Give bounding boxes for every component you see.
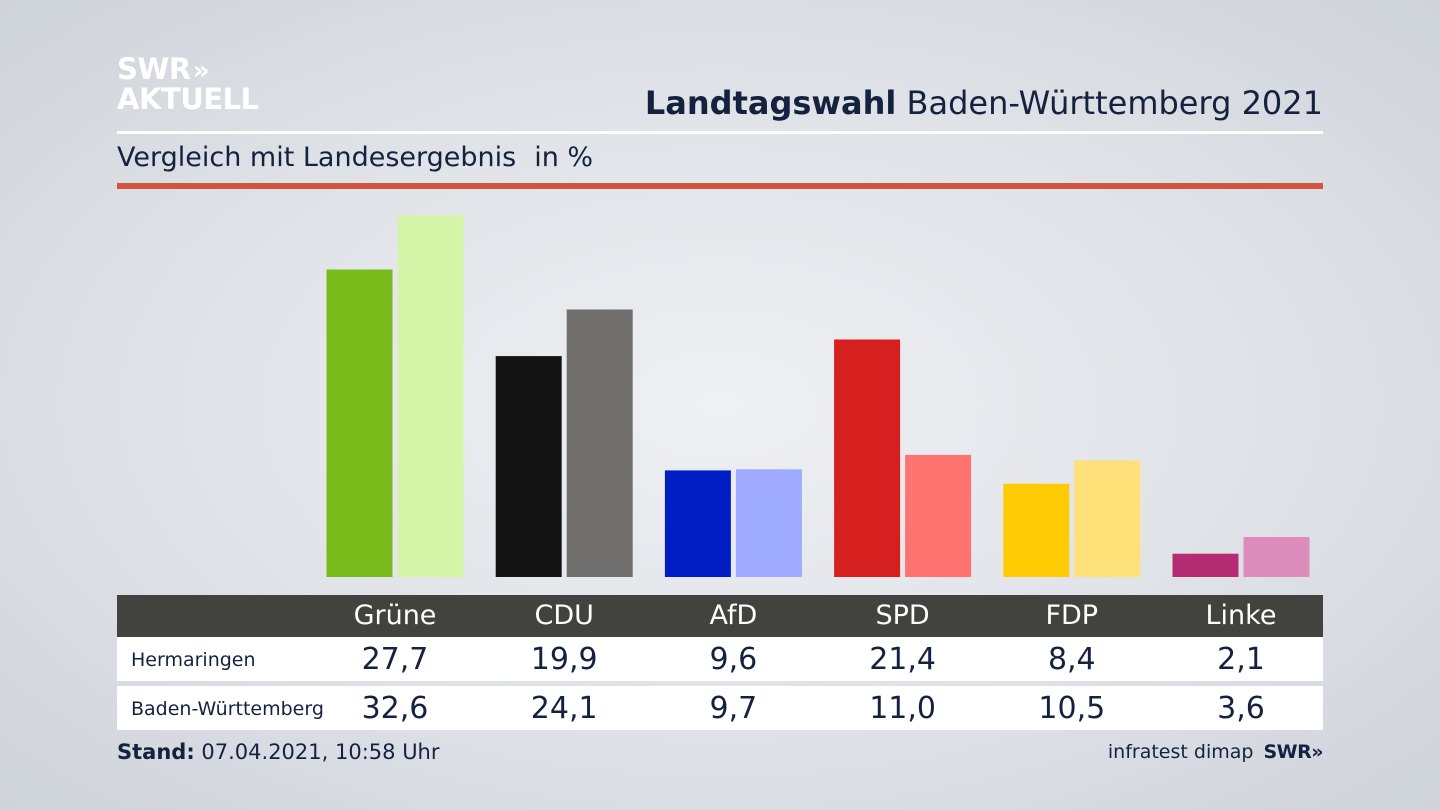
source-text: infratest dimap	[1107, 741, 1254, 763]
unit-label: in %	[534, 142, 594, 173]
table-header-row: Grüne CDU AfD SPD FDP Linke	[117, 595, 1323, 637]
value-linke-hermaringen: 2,1	[1217, 642, 1265, 677]
brand-text: SWR	[1263, 741, 1312, 763]
column-header-spd: SPD	[875, 600, 930, 631]
value-gruene-baden-wuerttemberg: 32,6	[361, 691, 429, 726]
value-cdu-baden-wuerttemberg: 24,1	[530, 691, 598, 726]
logo-aktuell-text: AKTUELL	[117, 82, 259, 116]
chart-subtitle: Vergleich mit Landesergebnis in %	[117, 142, 593, 173]
bar-fdp-hermaringen	[1003, 483, 1070, 577]
title-rest: Baden-Württemberg 2021	[906, 84, 1324, 122]
table-row-baden-wuerttemberg: Baden-Württemberg 32,6 24,1 9,7 11,0 10,5 3,6	[117, 686, 1323, 730]
column-header-fdp: FDP	[1045, 600, 1099, 631]
column-header-gruene: Grüne	[353, 600, 437, 631]
swr-aktuell-logo: SWR» AKTUELL	[117, 54, 259, 114]
header-divider	[117, 131, 1323, 134]
value-fdp-baden-wuerttemberg: 10,5	[1038, 691, 1106, 726]
source-credit: infratest dimap SWR»	[1107, 741, 1324, 763]
bar-afd-baden-wuerttemberg	[735, 469, 802, 577]
table-row-hermaringen: Hermaringen 27,7 19,9 9,6 21,4 8,4 2,1	[117, 637, 1323, 681]
results-table: Grüne CDU AfD SPD FDP Linke Hermaringen 27,7 1…	[117, 595, 1323, 730]
stand-label: Stand:	[117, 740, 195, 764]
value-afd-hermaringen: 9,6	[709, 642, 758, 677]
value-afd-baden-wuerttemberg: 9,7	[709, 691, 758, 726]
accent-divider	[117, 183, 1323, 189]
title-bold: Landtagswahl	[644, 84, 897, 122]
column-header-linke: Linke	[1205, 600, 1277, 631]
bar-linke-baden-wuerttemberg	[1243, 537, 1310, 577]
value-cdu-hermaringen: 19,9	[530, 642, 598, 677]
stand-value: 07.04.2021, 10:58 Uhr	[201, 740, 440, 764]
bar-afd-hermaringen	[664, 470, 731, 577]
timestamp: Stand: 07.04.2021, 10:58 Uhr	[117, 740, 440, 764]
column-header-cdu: CDU	[534, 600, 594, 631]
bar-gruene-hermaringen	[326, 269, 393, 577]
bar-fdp-baden-wuerttemberg	[1074, 460, 1141, 577]
value-gruene-hermaringen: 27,7	[361, 642, 429, 677]
row-label: Hermaringen	[131, 649, 256, 671]
bar-chart	[326, 215, 1310, 577]
subtitle-text: Vergleich mit Landesergebnis	[117, 142, 517, 173]
value-fdp-hermaringen: 8,4	[1047, 642, 1096, 677]
brand-arrows-icon: »	[1311, 741, 1323, 763]
bar-linke-hermaringen	[1172, 553, 1239, 577]
bar-spd-baden-wuerttemberg	[905, 454, 972, 577]
page-title: Landtagswahl Baden-Württemberg 2021	[645, 84, 1323, 122]
bar-spd-hermaringen	[834, 339, 901, 577]
swr-brand-logo: SWR»	[1263, 741, 1323, 763]
row-label: Baden-Württemberg	[131, 698, 324, 720]
column-header-afd: AfD	[709, 600, 758, 631]
value-linke-baden-wuerttemberg: 3,6	[1217, 691, 1265, 726]
value-spd-hermaringen: 21,4	[869, 642, 936, 677]
logo-swr-text: SWR	[117, 52, 191, 86]
bar-cdu-baden-wuerttemberg	[566, 309, 633, 577]
bar-cdu-hermaringen	[495, 356, 562, 577]
value-spd-baden-wuerttemberg: 11,0	[869, 691, 936, 726]
bar-gruene-baden-wuerttemberg	[397, 215, 464, 577]
